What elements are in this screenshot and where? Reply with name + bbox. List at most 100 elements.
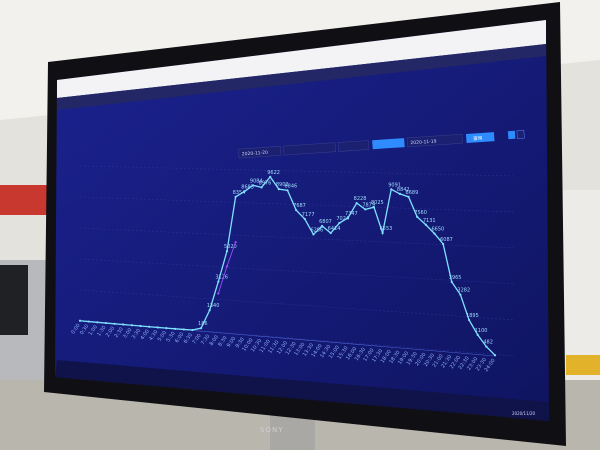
data-label: 8689 <box>406 190 419 196</box>
x-tick-label: 6:30 <box>183 332 194 345</box>
x-tick-label: 8:00 <box>209 334 220 347</box>
query-button[interactable] <box>465 132 495 143</box>
data-point <box>450 280 453 284</box>
data-label: 3282 <box>457 288 470 294</box>
start-date-input[interactable] <box>238 146 282 159</box>
data-label: 7177 <box>302 212 315 218</box>
data-label: 9622 <box>267 170 280 176</box>
warning-sign <box>566 355 600 375</box>
data-label: 7687 <box>293 203 306 209</box>
compare-date-button[interactable] <box>372 138 405 150</box>
data-label: 6286 <box>310 227 323 233</box>
x-tick-label: 1:00 <box>88 324 99 337</box>
data-point <box>346 216 350 219</box>
x-tick-label: 6:00 <box>174 331 185 344</box>
data-point <box>320 224 324 228</box>
data-label: 1100 <box>475 328 488 334</box>
start-date-value: 2020-11-20 <box>242 150 269 158</box>
data-label: 1340 <box>207 303 220 309</box>
right-wall <box>560 190 600 380</box>
x-tick-label: 5:00 <box>157 330 168 343</box>
data-point <box>191 328 194 332</box>
data-point <box>182 328 185 331</box>
data-label: 7560 <box>414 210 427 216</box>
data-label: 8842 <box>397 187 410 193</box>
grid-line <box>79 258 516 285</box>
x-tick-label: 9:00 <box>226 336 237 349</box>
data-point <box>104 321 108 325</box>
x-tick-label: 5:30 <box>165 331 176 344</box>
data-label: 7347 <box>345 211 358 217</box>
interval-select[interactable] <box>337 140 370 152</box>
data-point <box>364 208 367 211</box>
x-tick-label: 1:30 <box>96 325 107 338</box>
grid-line <box>79 165 516 177</box>
data-point <box>217 292 220 295</box>
monitor-brand: SONY <box>260 426 283 434</box>
grid-line <box>79 289 516 321</box>
data-label: 8976 <box>259 180 272 186</box>
data-point <box>122 323 125 326</box>
data-label: 7131 <box>423 218 436 224</box>
bar-chart-icon[interactable] <box>507 130 516 140</box>
x-tick-label: 4:30 <box>148 329 159 342</box>
compare-date-input[interactable] <box>406 133 463 148</box>
data-label: 8846 <box>285 183 298 189</box>
data-point <box>338 221 341 225</box>
data-point <box>459 293 462 296</box>
x-tick-label: 7:00 <box>191 333 202 346</box>
data-point <box>130 324 133 327</box>
data-point <box>286 189 289 192</box>
x-tick-label: 4:00 <box>139 329 150 342</box>
data-point <box>312 233 315 236</box>
list-view-icon[interactable] <box>516 129 525 139</box>
data-point <box>234 195 237 198</box>
data-label: 7024 <box>336 216 349 222</box>
data-point <box>234 240 237 244</box>
data-point <box>199 327 203 330</box>
data-point <box>113 322 116 325</box>
data-label: 3965 <box>449 275 462 281</box>
data-point <box>295 208 298 212</box>
data-label: 6807 <box>319 219 332 225</box>
x-tick-label: 2:00 <box>105 326 116 339</box>
data-label: 6650 <box>431 227 444 233</box>
data-point <box>416 215 419 219</box>
data-point <box>87 320 90 323</box>
data-point <box>156 326 159 329</box>
data-label: 3126 <box>215 275 228 281</box>
data-point <box>493 354 497 357</box>
data-point <box>485 345 488 348</box>
x-tick-label: 2:30 <box>114 326 125 339</box>
data-point <box>424 223 427 226</box>
grid-line <box>79 196 516 213</box>
data-point <box>78 319 82 322</box>
data-point <box>355 201 358 205</box>
data-point <box>407 195 410 198</box>
data-point <box>165 327 168 330</box>
data-point <box>476 333 479 336</box>
data-label: 5020 <box>224 244 237 250</box>
data-point <box>96 321 99 324</box>
x-tick-label: 7:30 <box>200 334 211 347</box>
data-point <box>260 186 263 189</box>
red-sign <box>0 185 50 215</box>
x-tick-label: 8:30 <box>217 335 228 348</box>
data-label: 8902 <box>276 182 289 188</box>
data-point <box>243 190 246 193</box>
data-point <box>225 265 229 268</box>
data-point <box>381 231 384 235</box>
query-label: 查询 <box>473 134 483 142</box>
grid-line <box>79 227 516 249</box>
data-label: 9091 <box>388 182 401 188</box>
data-point <box>208 309 211 312</box>
x-tick-label: 0:30 <box>79 323 90 336</box>
x-tick-label: 3:00 <box>122 327 133 340</box>
compare-date-value: 2020-11-19 <box>410 138 437 146</box>
person <box>0 265 28 335</box>
data-label: 6553 <box>380 226 393 232</box>
data-label: 6414 <box>328 226 341 232</box>
taskbar <box>55 360 549 421</box>
metric-select[interactable] <box>283 142 337 156</box>
data-label: 8683 <box>241 185 254 191</box>
